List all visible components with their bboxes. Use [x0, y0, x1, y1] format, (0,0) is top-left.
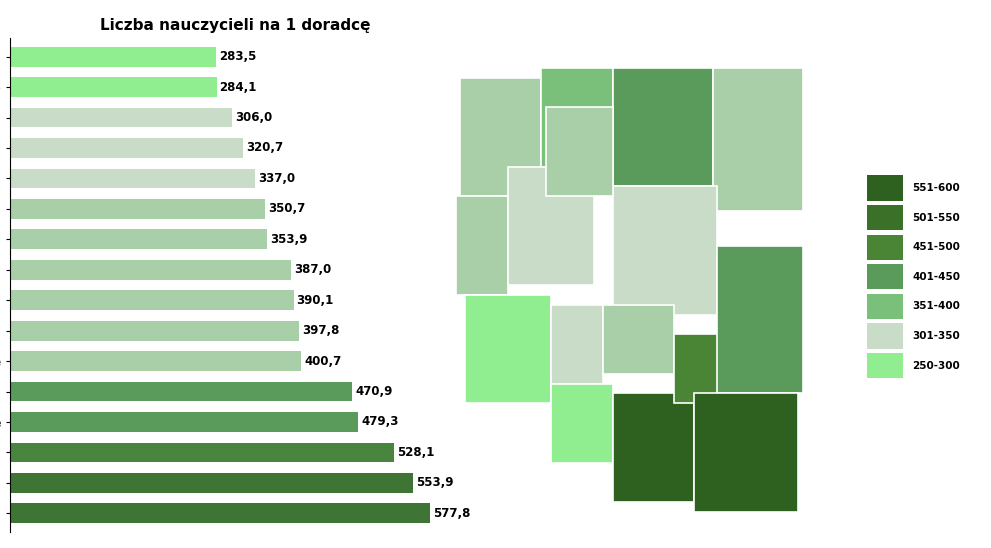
Bar — [10, 47, 216, 66]
Text: 551-600: 551-600 — [913, 183, 960, 193]
FancyBboxPatch shape — [713, 68, 803, 211]
Text: 320,7: 320,7 — [246, 141, 283, 155]
FancyBboxPatch shape — [612, 186, 717, 315]
Bar — [10, 381, 353, 401]
Text: 351-400: 351-400 — [913, 301, 960, 311]
Text: 301-350: 301-350 — [913, 331, 960, 341]
FancyBboxPatch shape — [612, 68, 713, 186]
Bar — [10, 199, 265, 219]
FancyBboxPatch shape — [867, 264, 903, 289]
Text: 283,5: 283,5 — [219, 50, 257, 63]
FancyBboxPatch shape — [508, 167, 594, 285]
Bar — [10, 77, 216, 97]
Text: 306,0: 306,0 — [236, 111, 273, 124]
Bar — [10, 412, 359, 432]
FancyBboxPatch shape — [461, 78, 541, 196]
FancyBboxPatch shape — [867, 205, 903, 230]
FancyBboxPatch shape — [675, 334, 726, 403]
Bar — [10, 290, 293, 310]
Bar — [10, 351, 301, 371]
Bar — [10, 504, 430, 523]
FancyBboxPatch shape — [867, 323, 903, 349]
Text: 387,0: 387,0 — [294, 263, 332, 276]
FancyBboxPatch shape — [867, 175, 903, 201]
Bar — [10, 473, 412, 493]
Text: 353,9: 353,9 — [271, 233, 307, 246]
Bar — [10, 260, 291, 279]
Text: 577,8: 577,8 — [433, 507, 471, 520]
Text: 337,0: 337,0 — [258, 172, 295, 185]
FancyBboxPatch shape — [694, 393, 798, 512]
Bar — [10, 321, 299, 340]
Bar — [10, 230, 268, 249]
Text: 451-500: 451-500 — [913, 242, 960, 252]
Text: 401-450: 401-450 — [913, 272, 960, 282]
Text: 400,7: 400,7 — [304, 355, 342, 368]
FancyBboxPatch shape — [612, 393, 694, 502]
Bar — [10, 107, 233, 127]
Text: 501-550: 501-550 — [913, 213, 960, 222]
FancyBboxPatch shape — [465, 295, 551, 403]
FancyBboxPatch shape — [551, 305, 604, 384]
Text: 397,8: 397,8 — [302, 324, 340, 337]
FancyBboxPatch shape — [546, 107, 612, 196]
Text: 470,9: 470,9 — [356, 385, 392, 398]
FancyBboxPatch shape — [604, 305, 675, 374]
FancyBboxPatch shape — [541, 68, 612, 167]
Text: 284,1: 284,1 — [219, 81, 257, 94]
FancyBboxPatch shape — [867, 353, 903, 378]
Text: 528,1: 528,1 — [396, 446, 434, 459]
Title: Liczba nauczycieli na 1 doradcę: Liczba nauczycieli na 1 doradcę — [100, 18, 371, 33]
Text: 479,3: 479,3 — [362, 415, 398, 429]
FancyBboxPatch shape — [717, 246, 803, 393]
FancyBboxPatch shape — [867, 294, 903, 319]
Text: 553,9: 553,9 — [415, 476, 453, 489]
Text: 350,7: 350,7 — [268, 202, 305, 215]
Bar — [10, 168, 255, 189]
FancyBboxPatch shape — [456, 196, 508, 295]
Bar — [10, 138, 243, 158]
FancyBboxPatch shape — [867, 235, 903, 260]
Text: 390,1: 390,1 — [296, 294, 334, 307]
Text: 250-300: 250-300 — [913, 361, 960, 370]
FancyBboxPatch shape — [551, 384, 612, 463]
Bar — [10, 443, 394, 463]
